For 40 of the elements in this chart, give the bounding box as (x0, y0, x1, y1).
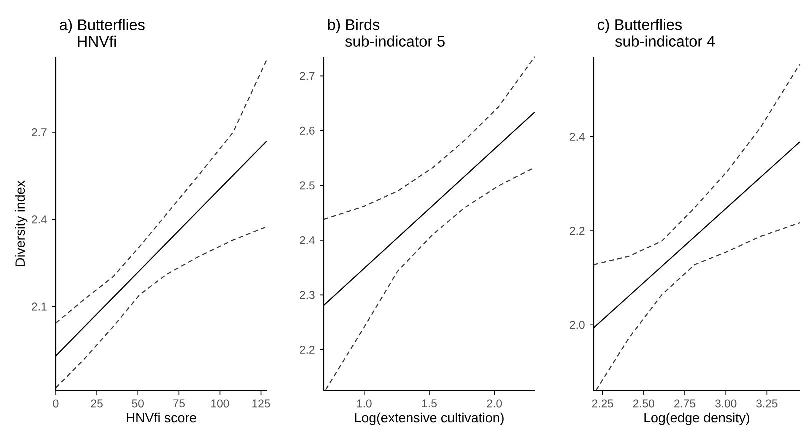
line-series (323, 56, 536, 220)
x-tick-label: 3.00 (715, 400, 737, 408)
x-tick-label: 75 (173, 400, 185, 408)
x-tick-label: 125 (252, 400, 270, 408)
x-tick-label: 100 (212, 400, 230, 408)
y-tick-label: 2.6 (300, 126, 315, 135)
y-tick-label: 2.7 (300, 72, 315, 80)
x-tick-label: 1.5 (422, 400, 437, 408)
x-tick-label: 25 (91, 400, 103, 408)
x-axis-title: HNVfi score (127, 412, 196, 423)
y-tick-label: 2.0 (570, 321, 585, 330)
x-tick-label: 2.50 (633, 400, 655, 408)
chart-title: a) Butterflies (60, 19, 145, 34)
y-tick-label: 2.7 (32, 128, 47, 136)
chart-subtitle: HNVfi (78, 36, 116, 47)
line-series (593, 64, 801, 266)
line-series (55, 59, 268, 324)
y-axis-title: Diversity index (15, 180, 28, 266)
y-tick-label: 2.3 (300, 291, 315, 300)
chart-title: b) Birds (328, 19, 380, 34)
x-tick-label: 0 (53, 400, 59, 408)
x-tick-label: 2.25 (592, 400, 614, 408)
y-tick-label: 2.4 (570, 133, 585, 141)
x-tick-label: 50 (132, 400, 144, 408)
y-tick-label: 2.4 (300, 236, 315, 244)
y-tick-label: 2.1 (32, 302, 47, 311)
chart-subtitle: sub-indicator 5 (345, 36, 445, 47)
y-tick-label: 2.2 (300, 346, 315, 354)
x-axis-title: Log(edge density) (644, 412, 750, 426)
x-tick-label: 2.75 (674, 400, 696, 408)
line-series (55, 226, 268, 389)
x-axis-title: Log(extensive cultivation) (355, 412, 504, 426)
y-tick-label: 2.4 (32, 216, 47, 224)
x-tick-label: 2.0 (487, 400, 502, 408)
chart-title: c) Butterflies (598, 19, 682, 34)
chart-subtitle: sub-indicator 4 (615, 36, 716, 47)
y-tick-label: 2.2 (570, 227, 585, 235)
y-tick-label: 2.5 (300, 182, 315, 190)
x-tick-label: 3.25 (756, 400, 778, 408)
x-tick-label: 1.0 (357, 400, 372, 408)
